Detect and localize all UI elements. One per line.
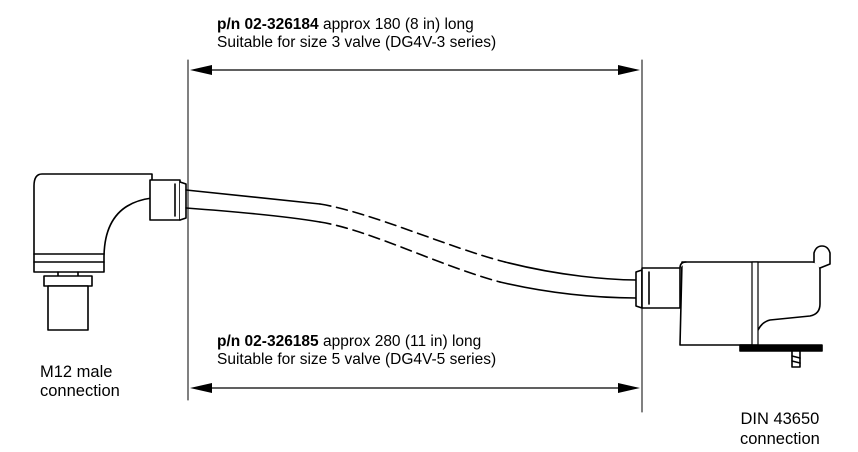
bottom-suitability-text: Suitable for size 5 valve (DG4V-5 series… — [217, 351, 497, 368]
top-dimension-arrow — [190, 65, 640, 75]
m12-connection-label: M12 male connection — [40, 363, 120, 401]
din-connection-label: DIN 43650 connection — [740, 409, 820, 449]
m12-label-line2: connection — [40, 382, 120, 400]
din-connector — [635, 245, 831, 368]
m12-label-line1: M12 male — [40, 363, 113, 381]
din-label-line1: DIN 43650 — [740, 410, 820, 428]
top-suitability-text: Suitable for size 3 valve (DG4V-3 series… — [217, 34, 497, 51]
top-part-number: p/n 02-326184 — [217, 16, 319, 33]
top-length-text: approx 180 (8 in) long — [318, 16, 474, 33]
bottom-spec-label: p/n 02-326185 approx 280 (11 in) long Su… — [217, 333, 496, 369]
top-spec-label: p/n 02-326184 approx 180 (8 in) long Sui… — [217, 16, 496, 52]
m12-connector — [30, 173, 187, 331]
cable — [185, 189, 639, 299]
bottom-length-text: approx 280 (11 in) long — [318, 333, 482, 350]
bottom-part-number: p/n 02-326185 — [217, 333, 319, 350]
bottom-dimension-arrow — [190, 383, 640, 393]
din-label-line2: connection — [740, 430, 820, 448]
